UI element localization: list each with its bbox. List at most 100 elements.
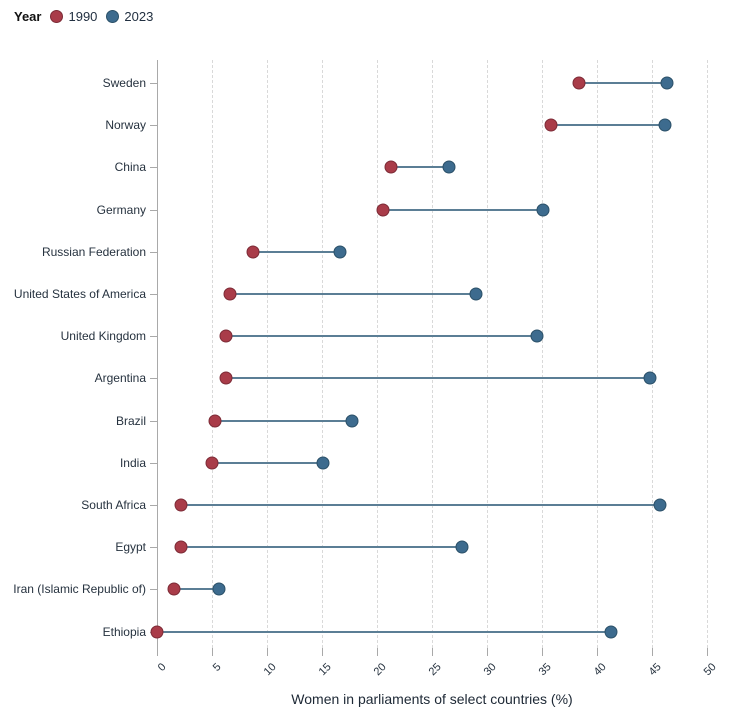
dot-1990-china[interactable] — [384, 160, 398, 174]
y-tick-argentina — [150, 378, 157, 380]
gridline-40 — [597, 60, 598, 648]
x-tick-label-25: 25 — [426, 661, 444, 679]
y-tick-russian-federation — [150, 251, 157, 253]
y-tick-sweden — [150, 83, 157, 84]
category-label-argentina: Argentina — [94, 371, 146, 386]
legend-item-1990[interactable]: 1990 — [50, 9, 97, 24]
connector-united-kingdom — [226, 335, 537, 338]
y-tick-united-states-of-america — [150, 294, 157, 295]
category-label-china: China — [114, 160, 146, 175]
legend-label-2023: 2023 — [124, 9, 154, 24]
category-label-united-states-of-america: United States of America — [13, 287, 146, 301]
x-tick-5 — [212, 648, 213, 656]
x-tick-label-35: 35 — [536, 661, 554, 679]
y-tick-china — [150, 167, 157, 169]
x-tick-35 — [542, 648, 543, 656]
x-tick-label-50: 50 — [701, 661, 719, 679]
gridline-50 — [707, 60, 708, 648]
category-label-norway: Norway — [105, 118, 146, 133]
gridline-45 — [652, 60, 653, 648]
category-label-india: India — [119, 455, 146, 470]
category-label-egypt: Egypt — [115, 540, 146, 555]
x-tick-45 — [652, 648, 653, 656]
connector-south-africa — [181, 504, 660, 506]
x-tick-label-5: 5 — [210, 661, 224, 674]
legend-item-2023[interactable]: 2023 — [106, 9, 153, 24]
x-tick-50 — [707, 648, 708, 656]
connector-russian-federation — [252, 250, 340, 253]
dot-2023-iran-islamic-republic-of[interactable] — [212, 582, 226, 596]
x-tick-15 — [322, 648, 323, 656]
gridline-25 — [432, 60, 433, 648]
category-label-united-kingdom: United Kingdom — [60, 329, 146, 344]
y-axis-line — [157, 60, 158, 648]
category-label-sweden: Sweden — [102, 76, 146, 90]
dot-2023-norway[interactable] — [658, 118, 672, 132]
dot-2023-egypt[interactable] — [455, 540, 469, 554]
x-axis-title: Women in parliaments of select countries… — [291, 691, 573, 707]
dot-1990-brazil[interactable] — [208, 414, 222, 428]
dot-2023-china[interactable] — [442, 160, 455, 174]
x-tick-0 — [157, 648, 158, 656]
y-tick-egypt — [150, 547, 157, 549]
connector-china — [391, 166, 449, 169]
dot-2023-brazil[interactable] — [345, 414, 359, 428]
connector-sweden — [579, 82, 668, 84]
y-tick-brazil — [150, 420, 157, 422]
dot-1990-united-kingdom[interactable] — [219, 329, 233, 343]
dot-1990-united-states-of-america[interactable] — [223, 287, 237, 301]
x-tick-label-30: 30 — [481, 661, 499, 679]
dot-2023-india[interactable] — [316, 456, 330, 470]
category-label-ethiopia: Ethiopia — [102, 624, 146, 639]
dot-2023-germany[interactable] — [536, 203, 550, 217]
category-label-south-africa: South Africa — [81, 498, 146, 512]
connector-india — [212, 461, 324, 464]
legend: Year 1990 2023 — [14, 9, 153, 24]
x-tick-label-45: 45 — [646, 661, 664, 679]
y-tick-germany — [150, 209, 157, 211]
category-label-germany: Germany — [96, 202, 146, 217]
dot-1990-russian-federation[interactable] — [246, 245, 260, 259]
legend-swatch-2023-icon — [106, 10, 120, 23]
dot-1990-sweden[interactable] — [572, 76, 586, 90]
category-label-iran-islamic-republic-of: Iran (Islamic Republic of) — [13, 582, 146, 597]
connector-argentina — [226, 377, 650, 380]
dot-1990-ethiopia[interactable] — [150, 625, 164, 639]
dot-1990-egypt[interactable] — [174, 540, 188, 554]
dot-2023-russian-federation[interactable] — [333, 245, 347, 259]
category-label-brazil: Brazil — [115, 413, 146, 428]
connector-brazil — [215, 419, 352, 422]
dot-1990-south-africa[interactable] — [174, 498, 188, 512]
y-tick-norway — [150, 125, 157, 127]
x-tick-30 — [487, 648, 488, 656]
connector-ethiopia — [157, 630, 612, 633]
gridline-35 — [542, 60, 543, 648]
dot-1990-germany[interactable] — [376, 203, 389, 217]
dot-2023-sweden[interactable] — [660, 76, 674, 90]
gridline-20 — [377, 60, 378, 648]
connector-iran-islamic-republic-of — [173, 588, 219, 591]
legend-label-1990: 1990 — [68, 9, 98, 24]
x-tick-label-0: 0 — [155, 661, 169, 674]
dot-2023-argentina[interactable] — [643, 371, 657, 385]
x-tick-10 — [267, 648, 268, 656]
x-tick-20 — [377, 648, 378, 656]
x-tick-label-20: 20 — [371, 661, 389, 679]
legend-swatch-1990-icon — [50, 10, 64, 23]
y-tick-iran-islamic-republic-of — [150, 589, 157, 591]
category-label-russian-federation: Russian Federation — [41, 244, 146, 259]
dot-2023-united-states-of-america[interactable] — [469, 287, 483, 301]
dot-1990-argentina[interactable] — [219, 371, 233, 385]
dot-2023-united-kingdom[interactable] — [530, 329, 543, 343]
gridline-15 — [322, 60, 323, 648]
gridline-30 — [487, 60, 488, 648]
x-tick-40 — [597, 648, 598, 656]
dot-1990-iran-islamic-republic-of[interactable] — [167, 582, 180, 596]
dot-2023-south-africa[interactable] — [653, 498, 667, 512]
dot-1990-norway[interactable] — [544, 118, 558, 132]
dot-2023-ethiopia[interactable] — [604, 625, 618, 639]
connector-egypt — [181, 546, 462, 549]
x-tick-label-15: 15 — [316, 661, 334, 679]
y-tick-south-africa — [150, 505, 157, 506]
dot-1990-india[interactable] — [205, 456, 219, 470]
